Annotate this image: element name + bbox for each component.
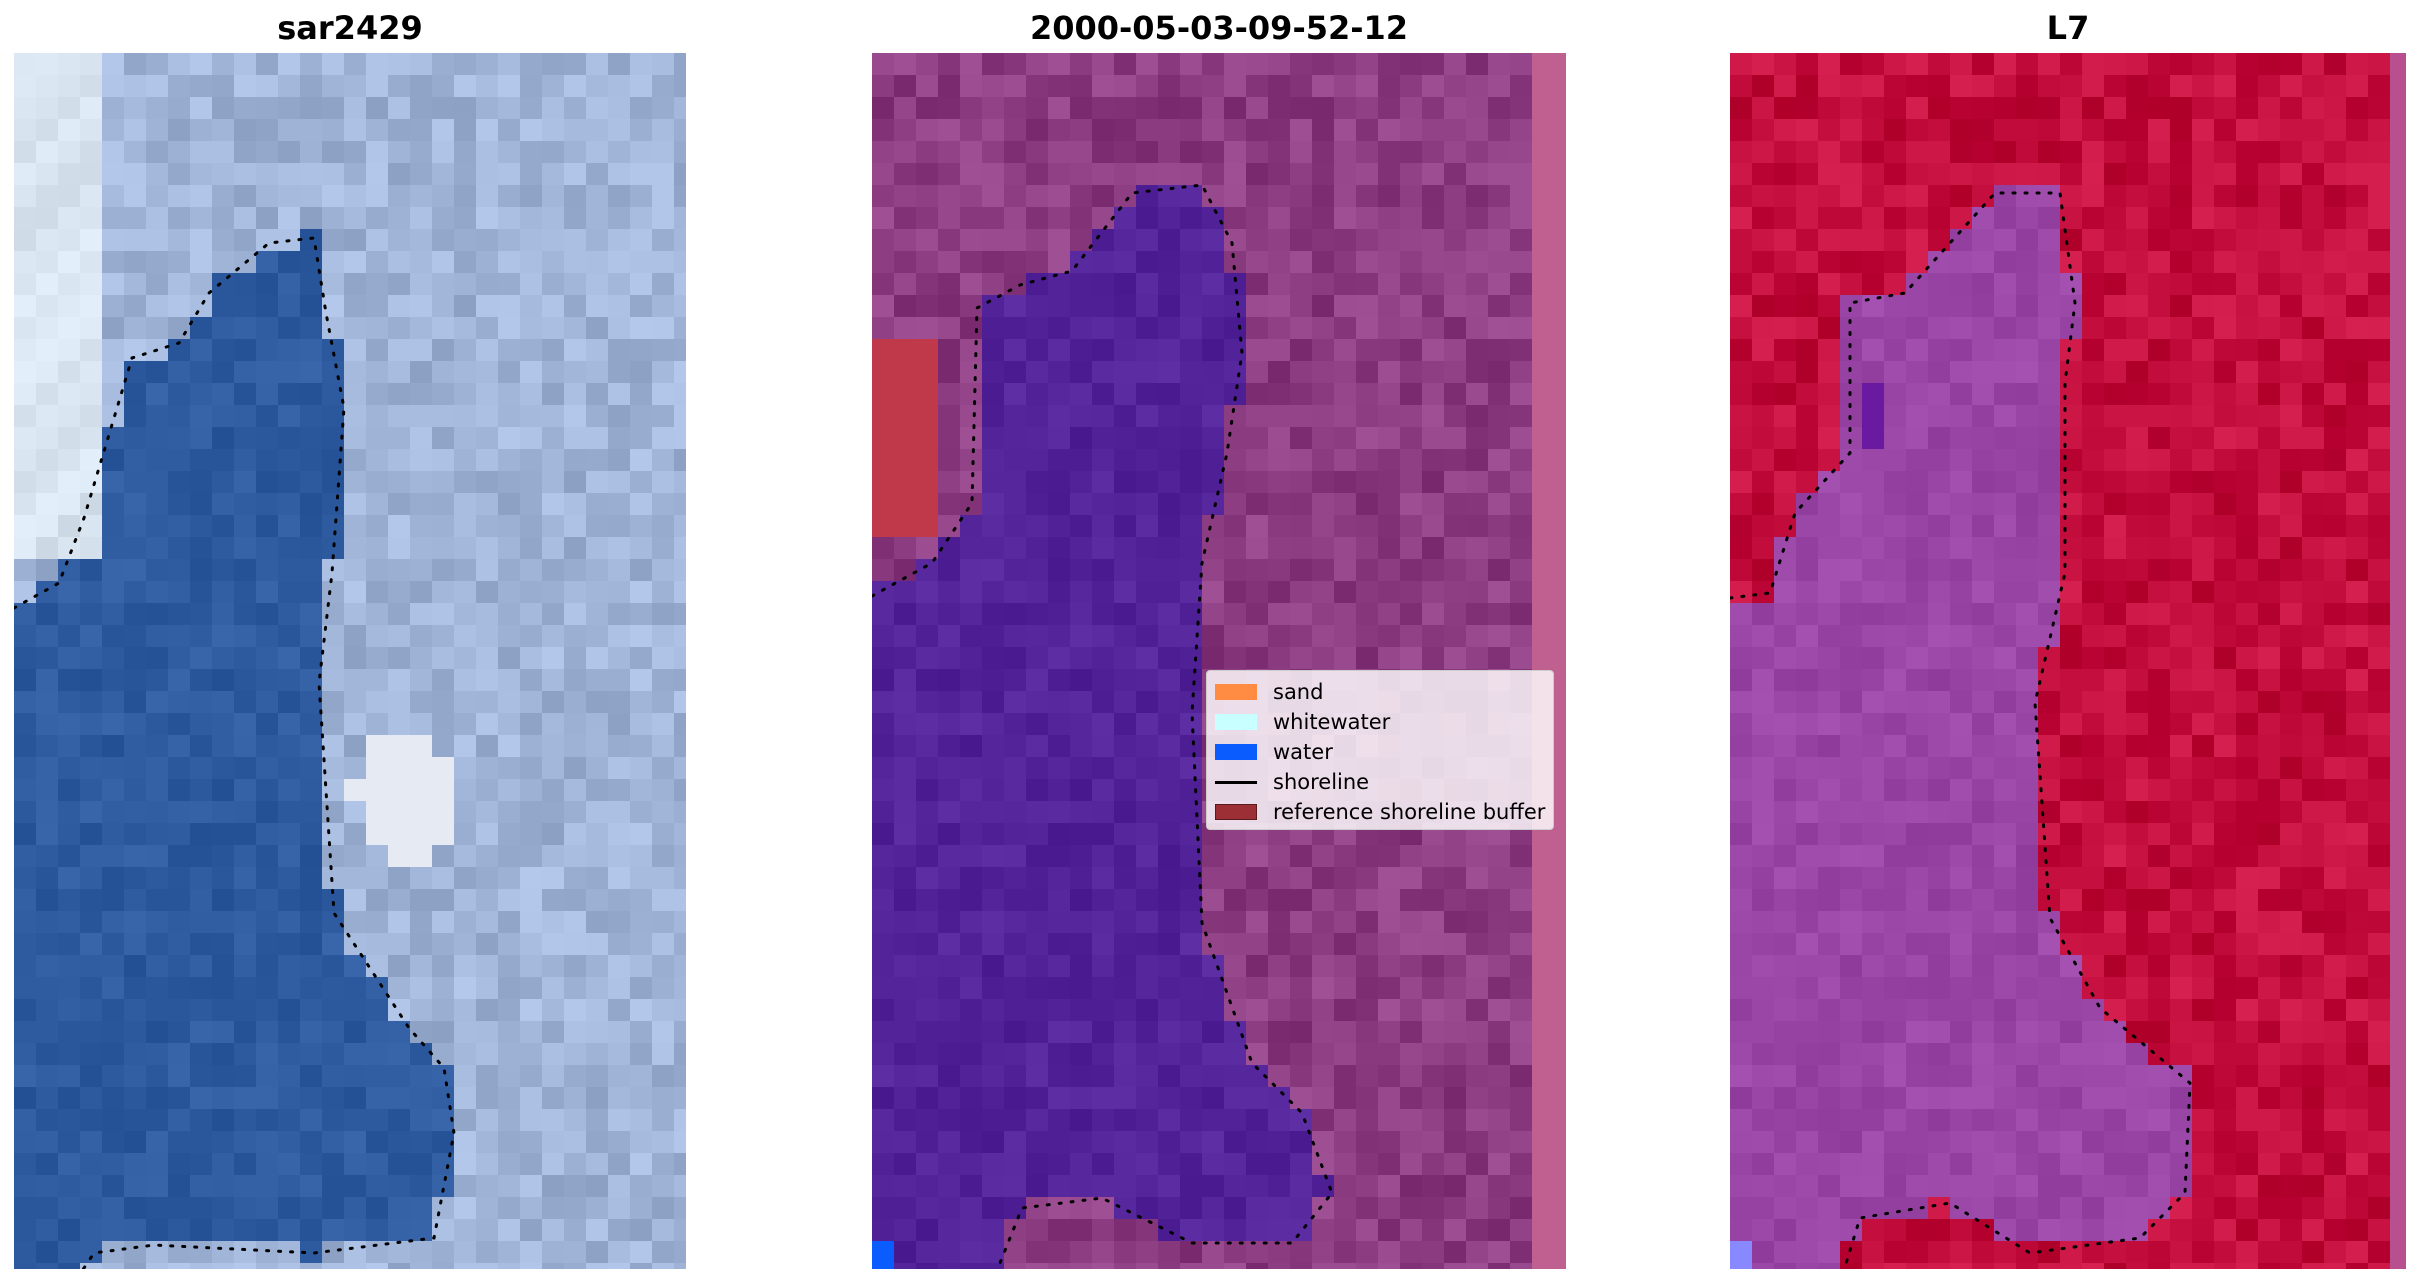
legend: sand whitewater water shoreline referenc… xyxy=(1206,670,1554,830)
classified-image-panel xyxy=(872,53,1566,1269)
legend-item-sand: sand xyxy=(1215,677,1545,707)
index-image xyxy=(1730,53,2406,1269)
legend-label-buffer: reference shoreline buffer xyxy=(1273,800,1546,824)
panel-title-index: L7 xyxy=(2046,9,2090,47)
index-pixel-grid xyxy=(1730,53,2406,1269)
legend-label-shoreline: shoreline xyxy=(1273,770,1370,794)
panel-title-classified: 2000-05-03-09-52-12 xyxy=(1029,9,1409,47)
legend-item-whitewater: whitewater xyxy=(1215,707,1545,737)
legend-swatch-water xyxy=(1215,744,1257,760)
rgb-image xyxy=(14,53,686,1269)
index-image-panel xyxy=(1730,53,2406,1269)
class-pixel-grid xyxy=(872,53,1566,1269)
legend-item-shoreline: shoreline xyxy=(1215,767,1545,797)
legend-label-sand: sand xyxy=(1273,680,1324,704)
rgb-pixel-grid xyxy=(14,53,686,1269)
legend-item-buffer: reference shoreline buffer xyxy=(1215,797,1545,827)
rgb-image-panel xyxy=(14,53,686,1269)
legend-swatch-sand xyxy=(1215,684,1257,700)
legend-item-water: water xyxy=(1215,737,1545,767)
legend-label-whitewater: whitewater xyxy=(1273,710,1391,734)
legend-swatch-whitewater xyxy=(1215,714,1257,730)
panel-title-rgb: sar2429 xyxy=(277,9,423,47)
legend-swatch-buffer xyxy=(1215,804,1257,820)
class-shoreline xyxy=(872,183,1334,1269)
classified-image xyxy=(872,53,1566,1269)
legend-label-water: water xyxy=(1273,740,1333,764)
legend-line-shoreline xyxy=(1215,780,1257,784)
